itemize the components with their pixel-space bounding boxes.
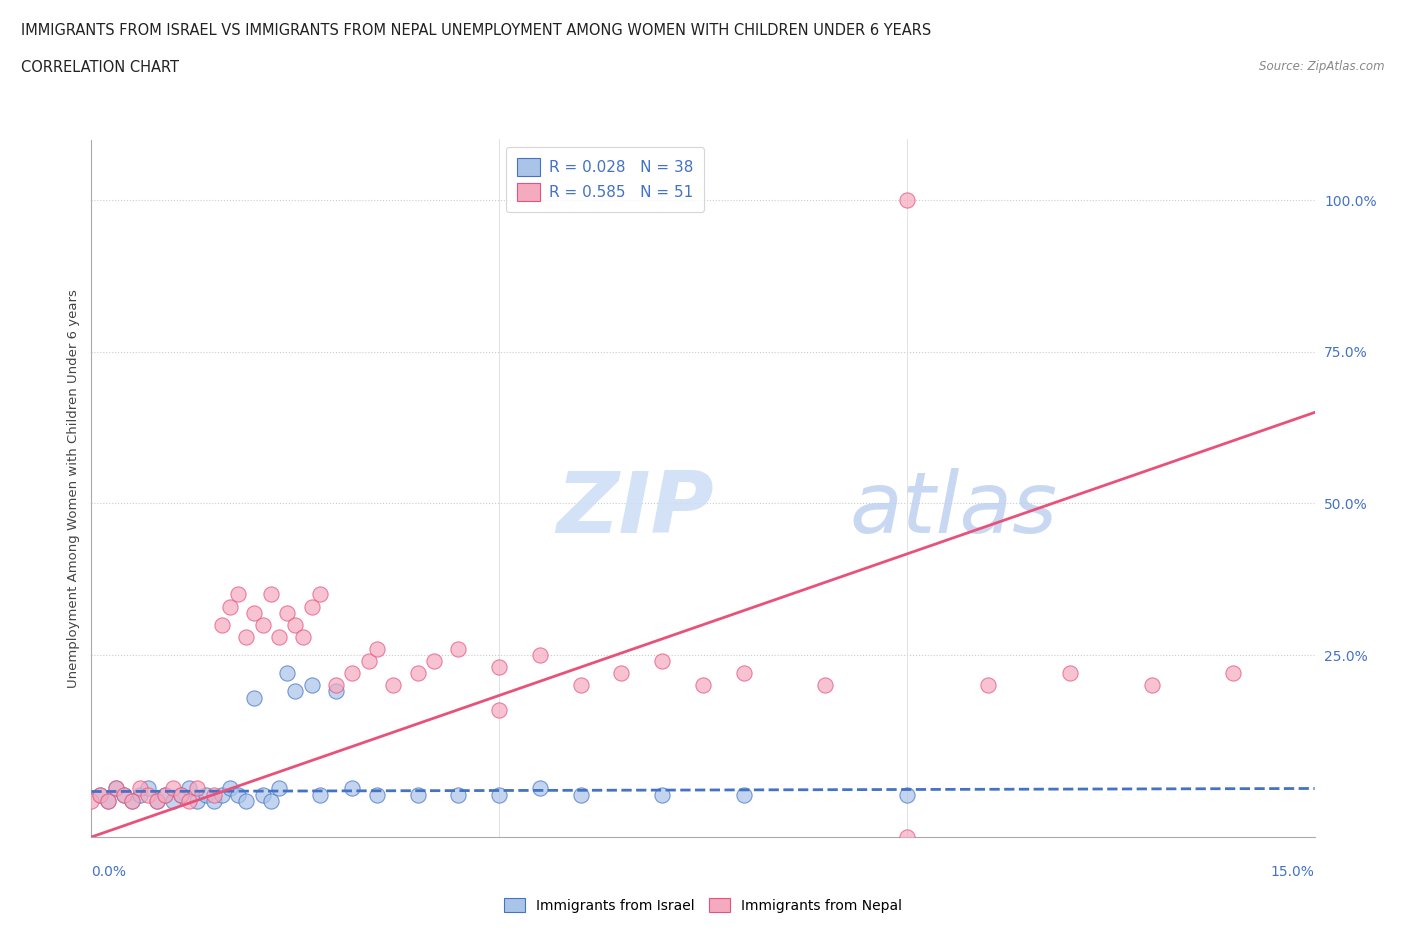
Point — [260, 587, 283, 602]
Legend: R = 0.028   N = 38, R = 0.585   N = 51: R = 0.028 N = 38, R = 0.585 N = 51 — [506, 147, 704, 212]
Point — [226, 787, 249, 802]
Point — [145, 793, 167, 808]
Point — [186, 793, 208, 808]
Point — [284, 684, 307, 698]
Point — [162, 793, 184, 808]
Point — [406, 666, 429, 681]
Point — [366, 787, 388, 802]
Text: Source: ZipAtlas.com: Source: ZipAtlas.com — [1260, 60, 1385, 73]
Point — [342, 781, 364, 796]
Point — [179, 793, 201, 808]
Point — [357, 654, 380, 669]
Point — [153, 787, 176, 802]
Point — [138, 787, 160, 802]
Point — [243, 690, 266, 705]
Point — [145, 793, 167, 808]
Point — [170, 787, 193, 802]
Point — [235, 630, 257, 644]
Point — [301, 678, 323, 693]
Point — [651, 787, 673, 802]
Point — [89, 787, 111, 802]
Point — [488, 659, 510, 674]
Point — [692, 678, 714, 693]
Point — [80, 793, 103, 808]
Text: 0.0%: 0.0% — [91, 865, 127, 879]
Point — [121, 793, 143, 808]
Point — [112, 787, 135, 802]
Point — [97, 793, 120, 808]
Point — [219, 599, 242, 614]
Point — [121, 793, 143, 808]
Point — [202, 787, 225, 802]
Point — [651, 654, 673, 669]
Point — [325, 678, 347, 693]
Point — [569, 678, 592, 693]
Point — [529, 781, 551, 796]
Point — [194, 787, 217, 802]
Point — [276, 605, 298, 620]
Point — [896, 193, 918, 207]
Point — [488, 702, 510, 717]
Point — [977, 678, 1000, 693]
Point — [202, 793, 225, 808]
Text: atlas: atlas — [849, 468, 1057, 551]
Point — [423, 654, 446, 669]
Text: IMMIGRANTS FROM ISRAEL VS IMMIGRANTS FROM NEPAL UNEMPLOYMENT AMONG WOMEN WITH CH: IMMIGRANTS FROM ISRAEL VS IMMIGRANTS FRO… — [21, 23, 931, 38]
Point — [104, 781, 127, 796]
Point — [243, 605, 266, 620]
Point — [1140, 678, 1163, 693]
Text: 15.0%: 15.0% — [1271, 865, 1315, 879]
Point — [301, 599, 323, 614]
Point — [308, 787, 330, 802]
Text: ZIP: ZIP — [557, 468, 714, 551]
Point — [896, 787, 918, 802]
Legend: Immigrants from Israel, Immigrants from Nepal: Immigrants from Israel, Immigrants from … — [499, 893, 907, 919]
Point — [610, 666, 633, 681]
Point — [252, 618, 274, 632]
Text: CORRELATION CHART: CORRELATION CHART — [21, 60, 179, 75]
Point — [112, 787, 135, 802]
Point — [366, 642, 388, 657]
Point — [129, 787, 152, 802]
Point — [342, 666, 364, 681]
Point — [325, 684, 347, 698]
Point — [179, 781, 201, 796]
Point — [733, 666, 755, 681]
Point — [267, 781, 290, 796]
Point — [186, 781, 208, 796]
Point — [104, 781, 127, 796]
Point — [129, 781, 152, 796]
Point — [153, 787, 176, 802]
Point — [138, 781, 160, 796]
Point — [162, 781, 184, 796]
Point — [89, 787, 111, 802]
Point — [235, 793, 257, 808]
Point — [211, 787, 233, 802]
Point — [529, 647, 551, 662]
Point — [170, 787, 193, 802]
Point — [267, 630, 290, 644]
Point — [219, 781, 242, 796]
Point — [488, 787, 510, 802]
Point — [211, 618, 233, 632]
Point — [226, 587, 249, 602]
Point — [447, 642, 470, 657]
Point — [308, 587, 330, 602]
Point — [252, 787, 274, 802]
Point — [284, 618, 307, 632]
Point — [447, 787, 470, 802]
Point — [1059, 666, 1081, 681]
Point — [733, 787, 755, 802]
Point — [260, 793, 283, 808]
Y-axis label: Unemployment Among Women with Children Under 6 years: Unemployment Among Women with Children U… — [67, 289, 80, 687]
Point — [97, 793, 120, 808]
Point — [1222, 666, 1244, 681]
Point — [276, 666, 298, 681]
Point — [382, 678, 405, 693]
Point — [569, 787, 592, 802]
Point — [406, 787, 429, 802]
Point — [292, 630, 315, 644]
Point — [814, 678, 837, 693]
Point — [896, 830, 918, 844]
